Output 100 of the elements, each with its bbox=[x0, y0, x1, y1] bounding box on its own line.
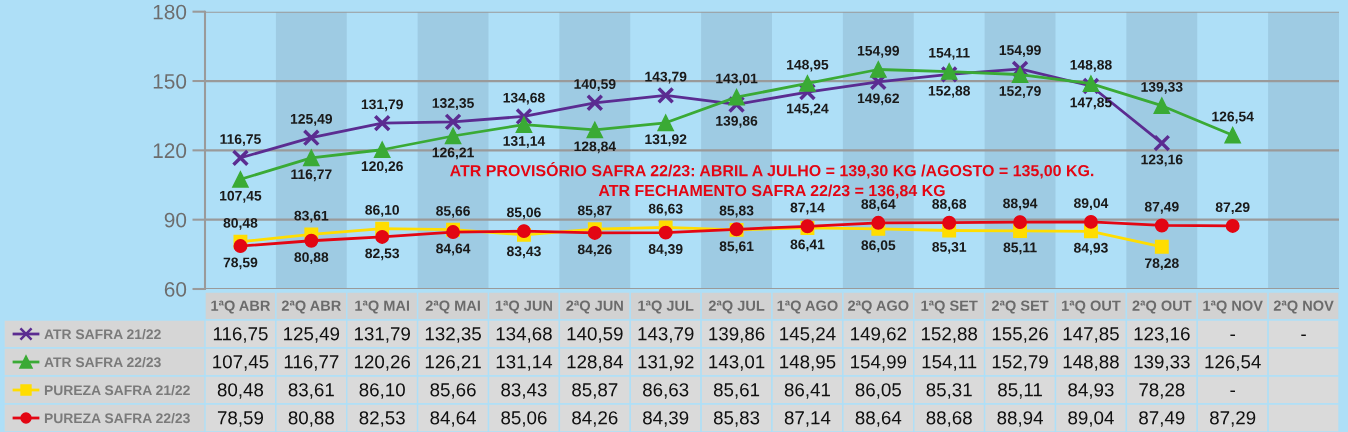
text: 85,11 bbox=[1003, 242, 1037, 255]
text: 154,11 bbox=[929, 47, 970, 60]
legend-label: PUREZA SAFRA 22/23 bbox=[44, 412, 190, 424]
text: 116,77 bbox=[291, 169, 332, 182]
data-label: 88,64 bbox=[855, 411, 902, 427]
legend-label: ATR SAFRA 22/23 bbox=[44, 356, 161, 368]
data-label: 125,49 bbox=[284, 327, 340, 343]
data-label: 154,99 bbox=[851, 355, 907, 371]
data-label: 87,49 bbox=[1139, 411, 1185, 427]
data-label: 85,31 bbox=[926, 383, 972, 399]
text: 87,49 bbox=[1144, 201, 1179, 214]
data-label: 152,88 bbox=[921, 327, 978, 343]
data-label: 139,86 bbox=[709, 327, 765, 343]
data-label: 83,61 bbox=[288, 383, 334, 399]
data-label: 148,88 bbox=[1063, 355, 1119, 371]
data-label: 131,79 bbox=[354, 327, 410, 343]
data-label: 87,29 bbox=[1210, 411, 1256, 427]
x-tick-label: 1ªQ NOV bbox=[1203, 300, 1263, 314]
text: 85,66 bbox=[436, 206, 470, 218]
text: 84,39 bbox=[648, 244, 683, 256]
data-label: 85,11 bbox=[998, 383, 1042, 399]
text: - bbox=[1230, 390, 1235, 392]
x-tick-label: 1ªQ JUL bbox=[638, 300, 694, 314]
data-label: 86,05 bbox=[855, 383, 901, 399]
data-label: 86,63 bbox=[643, 383, 689, 399]
text: 89,04 bbox=[1074, 198, 1109, 211]
x-tick-label: 2ªQ NOV bbox=[1273, 300, 1334, 314]
x-tick-label: 2ªQ AGO bbox=[848, 300, 909, 314]
text: 84,64 bbox=[436, 243, 471, 256]
data-label: 85,06 bbox=[501, 411, 547, 427]
text: 148,88 bbox=[1070, 59, 1112, 72]
text: 143,01 bbox=[716, 73, 758, 86]
data-label: 128,84 bbox=[567, 355, 623, 371]
text: 85,83 bbox=[719, 205, 754, 218]
data-label: 139,33 bbox=[1134, 355, 1190, 371]
text: 82,53 bbox=[365, 248, 400, 261]
data-label: 147,85 bbox=[1063, 327, 1119, 343]
x-tick-label: 2ªQ OUT bbox=[1132, 300, 1192, 314]
text: 116,75 bbox=[220, 134, 261, 147]
text: 88,64 bbox=[861, 199, 896, 211]
text: 78,28 bbox=[1145, 258, 1179, 271]
y-tick-label: 60 bbox=[164, 282, 187, 297]
x-tick-label: 2ªQ MAI bbox=[425, 300, 480, 314]
text: 145,24 bbox=[787, 103, 829, 116]
text: 147,85 bbox=[1070, 97, 1112, 110]
annotation: 154,99 bbox=[999, 45, 1041, 58]
data-label: 88,68 bbox=[926, 411, 972, 427]
text: 152,88 bbox=[928, 85, 970, 98]
text: 86,10 bbox=[365, 205, 399, 217]
data-label: 89,04 bbox=[1068, 411, 1114, 427]
text: 134,68 bbox=[503, 92, 545, 105]
text: 154,99 bbox=[857, 45, 900, 58]
data-label: 84,26 bbox=[572, 411, 618, 427]
data-label: 126,54 bbox=[1205, 355, 1261, 371]
x-tick-label: 1ªQ SET bbox=[921, 300, 978, 314]
text: 126,21 bbox=[432, 147, 474, 160]
data-label: 131,92 bbox=[638, 355, 694, 371]
x-tick-label: 2ªQ SET bbox=[991, 300, 1049, 314]
text: 85,61 bbox=[719, 241, 754, 254]
x-tick-label: 1ªQ OUT bbox=[1062, 300, 1121, 314]
text: 85,87 bbox=[577, 205, 612, 218]
data-label: 86,41 bbox=[784, 383, 830, 399]
text: 148,95 bbox=[787, 59, 829, 72]
text: 143,79 bbox=[645, 71, 687, 84]
text: 131,92 bbox=[645, 134, 687, 147]
data-label: 85,66 bbox=[430, 383, 476, 399]
legend-label: ATR SAFRA 21/22 bbox=[44, 328, 161, 340]
text: 86,41 bbox=[790, 239, 825, 252]
data-label: 123,16 bbox=[1134, 327, 1190, 343]
data-label: 132,35 bbox=[425, 327, 481, 343]
text: 149,62 bbox=[857, 93, 899, 106]
data-label: 86,10 bbox=[359, 383, 405, 399]
data-label: 126,21 bbox=[425, 355, 481, 371]
y-tick-label: 150 bbox=[153, 74, 187, 89]
text: 83,61 bbox=[294, 210, 329, 223]
y-tick-label: 180 bbox=[153, 4, 187, 20]
text: 78,59 bbox=[223, 257, 258, 270]
x-tick-label: 1ªQ MAI bbox=[355, 300, 410, 314]
text: 139,86 bbox=[716, 115, 758, 128]
data-label: 145,24 bbox=[780, 327, 836, 343]
data-label: 78,59 bbox=[217, 411, 264, 427]
y-tick-label: 90 bbox=[164, 212, 187, 228]
text: 107,45 bbox=[220, 190, 262, 203]
x-tick-label: 2ªQ JUL bbox=[708, 300, 765, 314]
data-label: 120,26 bbox=[354, 355, 411, 371]
text: 85,31 bbox=[932, 241, 967, 254]
y-tick-label: 120 bbox=[153, 143, 187, 159]
data-label: 88,94 bbox=[997, 411, 1043, 427]
data-label: 85,61 bbox=[713, 383, 760, 399]
x-tick-label: 1ªQ AGO bbox=[777, 300, 838, 314]
x-tick-label: 1ªQ JUN bbox=[495, 300, 552, 314]
data-label: 134,68 bbox=[496, 327, 552, 343]
data-label: 143,01 bbox=[709, 355, 765, 371]
text: 80,48 bbox=[223, 217, 258, 230]
data-label: 82,53 bbox=[359, 411, 405, 427]
text: 152,79 bbox=[999, 86, 1041, 98]
text: 125,49 bbox=[290, 113, 333, 126]
data-label: 84,39 bbox=[643, 411, 689, 427]
text: 140,59 bbox=[574, 79, 616, 91]
text: 88,94 bbox=[1003, 198, 1038, 211]
